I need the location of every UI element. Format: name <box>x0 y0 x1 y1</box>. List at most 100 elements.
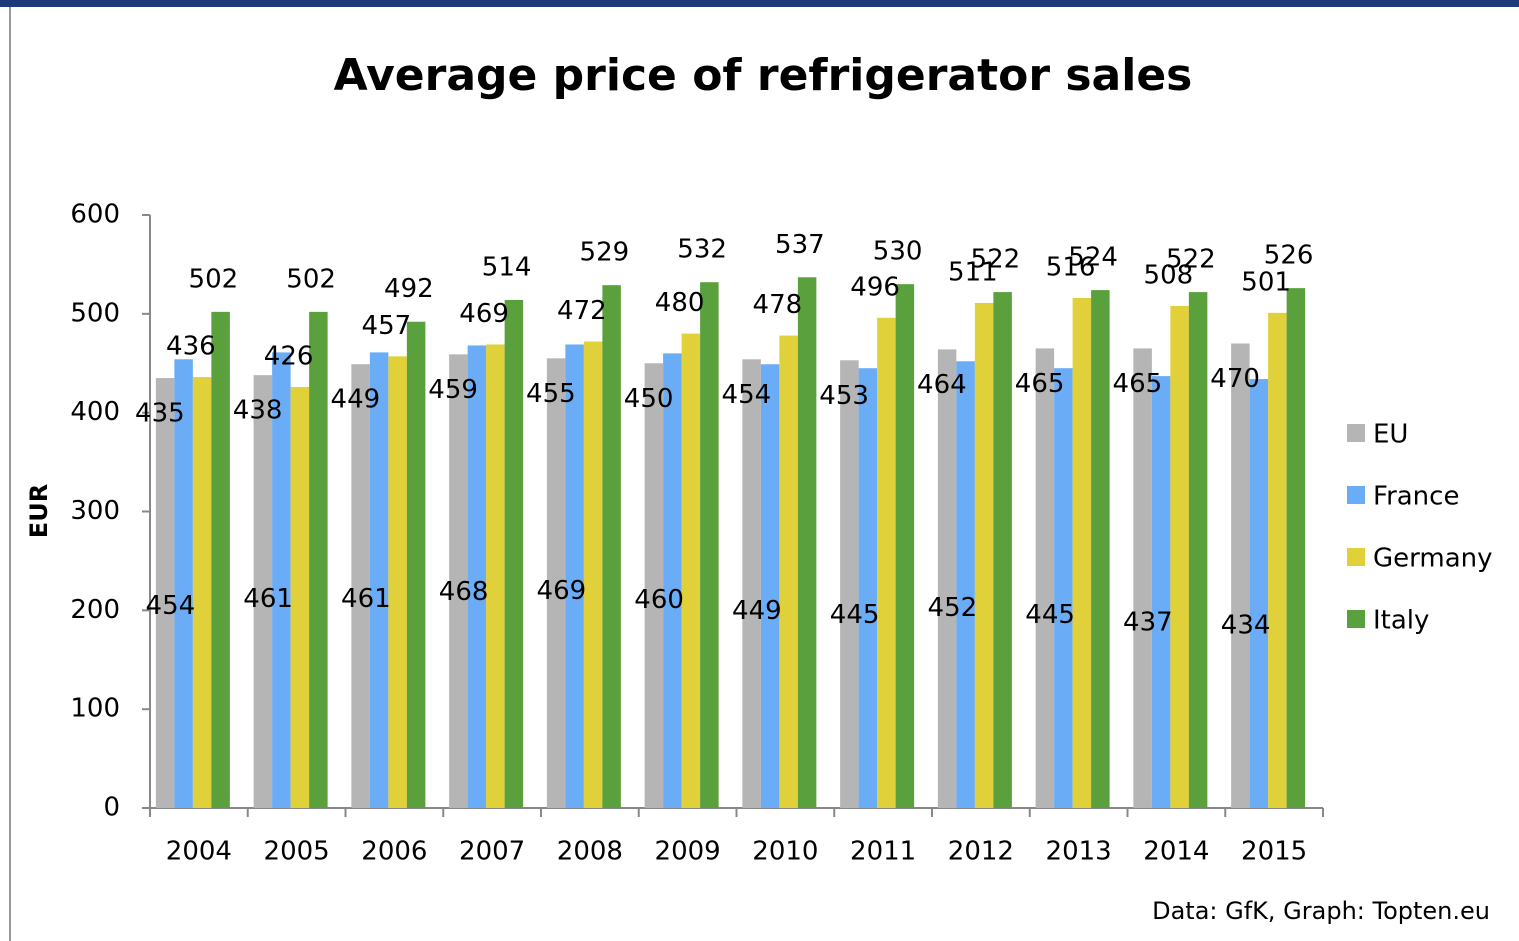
x-tick-label: 2008 <box>557 837 623 867</box>
bar <box>602 285 621 809</box>
data-label: 469 <box>459 299 509 329</box>
legend-label: France <box>1373 482 1459 512</box>
x-tick-label: 2007 <box>459 837 525 867</box>
bar <box>1072 298 1092 808</box>
data-label: 508 <box>1144 260 1194 290</box>
data-label: 452 <box>928 593 978 623</box>
data-label: 457 <box>362 311 412 341</box>
bar <box>174 359 193 808</box>
legend-label: Italy <box>1373 606 1429 636</box>
data-label: 461 <box>243 584 293 614</box>
data-label: 459 <box>428 375 478 405</box>
x-tick-label: 2009 <box>655 837 721 867</box>
data-label: 454 <box>722 380 772 410</box>
source-note: Data: GfK, Graph: Topten.eu <box>1152 897 1490 925</box>
data-label: 465 <box>1015 369 1065 399</box>
data-label: 460 <box>634 585 684 615</box>
data-label: 445 <box>830 600 880 630</box>
bar <box>155 378 175 808</box>
bar <box>369 352 389 808</box>
bar <box>290 386 310 808</box>
bar <box>211 311 230 808</box>
x-tick-label: 2004 <box>166 837 232 867</box>
data-label: 438 <box>233 396 283 426</box>
y-tick-label: 100 <box>70 694 120 724</box>
bar <box>700 282 719 808</box>
bar <box>937 349 957 808</box>
data-label: 450 <box>624 384 674 414</box>
bar <box>858 368 878 808</box>
data-label: 501 <box>1241 267 1291 297</box>
y-tick-label: 0 <box>103 793 120 823</box>
bar <box>681 333 701 808</box>
top-border <box>0 0 1519 7</box>
y-tick-label: 300 <box>70 496 120 526</box>
bar <box>1231 343 1250 808</box>
data-label: 496 <box>850 272 900 302</box>
data-label: 469 <box>537 576 587 606</box>
bar <box>583 341 603 808</box>
bar <box>993 292 1012 809</box>
data-label: 445 <box>1025 600 1075 630</box>
chart-title: Average price of refrigerator sales <box>334 50 1193 101</box>
bar <box>779 335 798 808</box>
legend-label: Germany <box>1373 544 1493 574</box>
bar <box>974 302 994 808</box>
data-label: 472 <box>557 296 607 326</box>
bar <box>1091 290 1110 808</box>
x-tick-label: 2015 <box>1241 837 1307 867</box>
bar <box>272 352 291 808</box>
bar <box>565 344 584 808</box>
data-label: 437 <box>1123 608 1173 638</box>
y-tick-label: 400 <box>70 397 120 427</box>
x-tick-label: 2011 <box>850 837 916 867</box>
y-tick-label: 600 <box>70 200 120 230</box>
legend-label: EU <box>1373 420 1408 450</box>
bar <box>253 375 273 808</box>
bar <box>486 344 505 808</box>
bar <box>1151 376 1171 808</box>
bar <box>895 284 915 808</box>
bar <box>546 358 566 808</box>
bar <box>1035 348 1055 808</box>
data-label: 434 <box>1221 611 1271 641</box>
data-label: 492 <box>384 274 434 304</box>
bar <box>742 359 761 808</box>
data-label: 502 <box>286 264 336 294</box>
legend-swatch <box>1347 548 1365 566</box>
data-label: 454 <box>146 591 196 621</box>
x-tick-label: 2012 <box>948 837 1014 867</box>
data-label: 436 <box>166 332 216 362</box>
bar <box>1188 292 1208 809</box>
bar <box>877 317 896 808</box>
data-label: 465 <box>1113 369 1163 399</box>
data-label: 532 <box>677 235 727 265</box>
data-label: 464 <box>917 370 967 400</box>
bar <box>467 345 487 808</box>
legend-swatch <box>1347 610 1365 628</box>
bar <box>760 364 780 808</box>
data-label: 502 <box>189 264 239 294</box>
data-label: 453 <box>819 381 869 411</box>
data-label: 514 <box>482 252 532 282</box>
data-label: 449 <box>331 385 381 415</box>
data-label: 526 <box>1264 241 1314 271</box>
data-label: 478 <box>753 290 803 320</box>
y-tick-label: 200 <box>70 595 120 625</box>
data-label: 529 <box>580 238 630 268</box>
bar <box>956 361 975 808</box>
bar <box>504 299 524 808</box>
data-label: 468 <box>439 577 489 607</box>
data-label: 537 <box>775 230 825 260</box>
x-tick-label: 2006 <box>361 837 427 867</box>
data-label: 522 <box>1166 245 1216 275</box>
bar <box>1249 379 1269 808</box>
bar <box>1170 305 1189 808</box>
data-label: 511 <box>948 257 998 287</box>
legend-swatch <box>1347 486 1365 504</box>
data-label: 426 <box>264 341 314 371</box>
x-tick-label: 2013 <box>1046 837 1112 867</box>
bar <box>309 311 328 808</box>
